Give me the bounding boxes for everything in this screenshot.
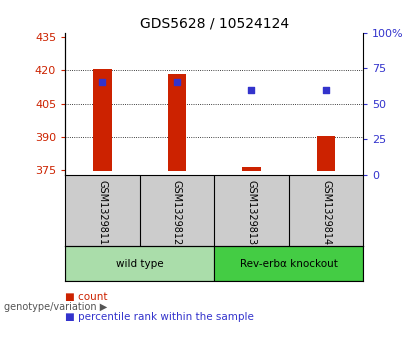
Text: GSM1329814: GSM1329814 <box>321 180 331 245</box>
Bar <box>317 136 335 171</box>
Text: wild type: wild type <box>116 258 163 269</box>
Text: GSM1329813: GSM1329813 <box>247 180 257 245</box>
Text: GSM1329812: GSM1329812 <box>172 180 182 246</box>
Text: ■ count: ■ count <box>65 292 108 302</box>
Bar <box>65 246 214 281</box>
Text: GSM1329811: GSM1329811 <box>97 180 108 245</box>
Text: genotype/variation ▶: genotype/variation ▶ <box>4 302 108 312</box>
Bar <box>242 167 261 171</box>
Point <box>99 79 106 85</box>
Point <box>248 87 255 93</box>
Title: GDS5628 / 10524124: GDS5628 / 10524124 <box>139 16 289 30</box>
Bar <box>93 69 112 171</box>
Point <box>173 79 180 85</box>
Bar <box>214 246 363 281</box>
Bar <box>168 74 186 171</box>
Point <box>323 87 329 93</box>
Text: Rev-erbα knockout: Rev-erbα knockout <box>240 258 338 269</box>
Text: ■ percentile rank within the sample: ■ percentile rank within the sample <box>65 312 254 322</box>
